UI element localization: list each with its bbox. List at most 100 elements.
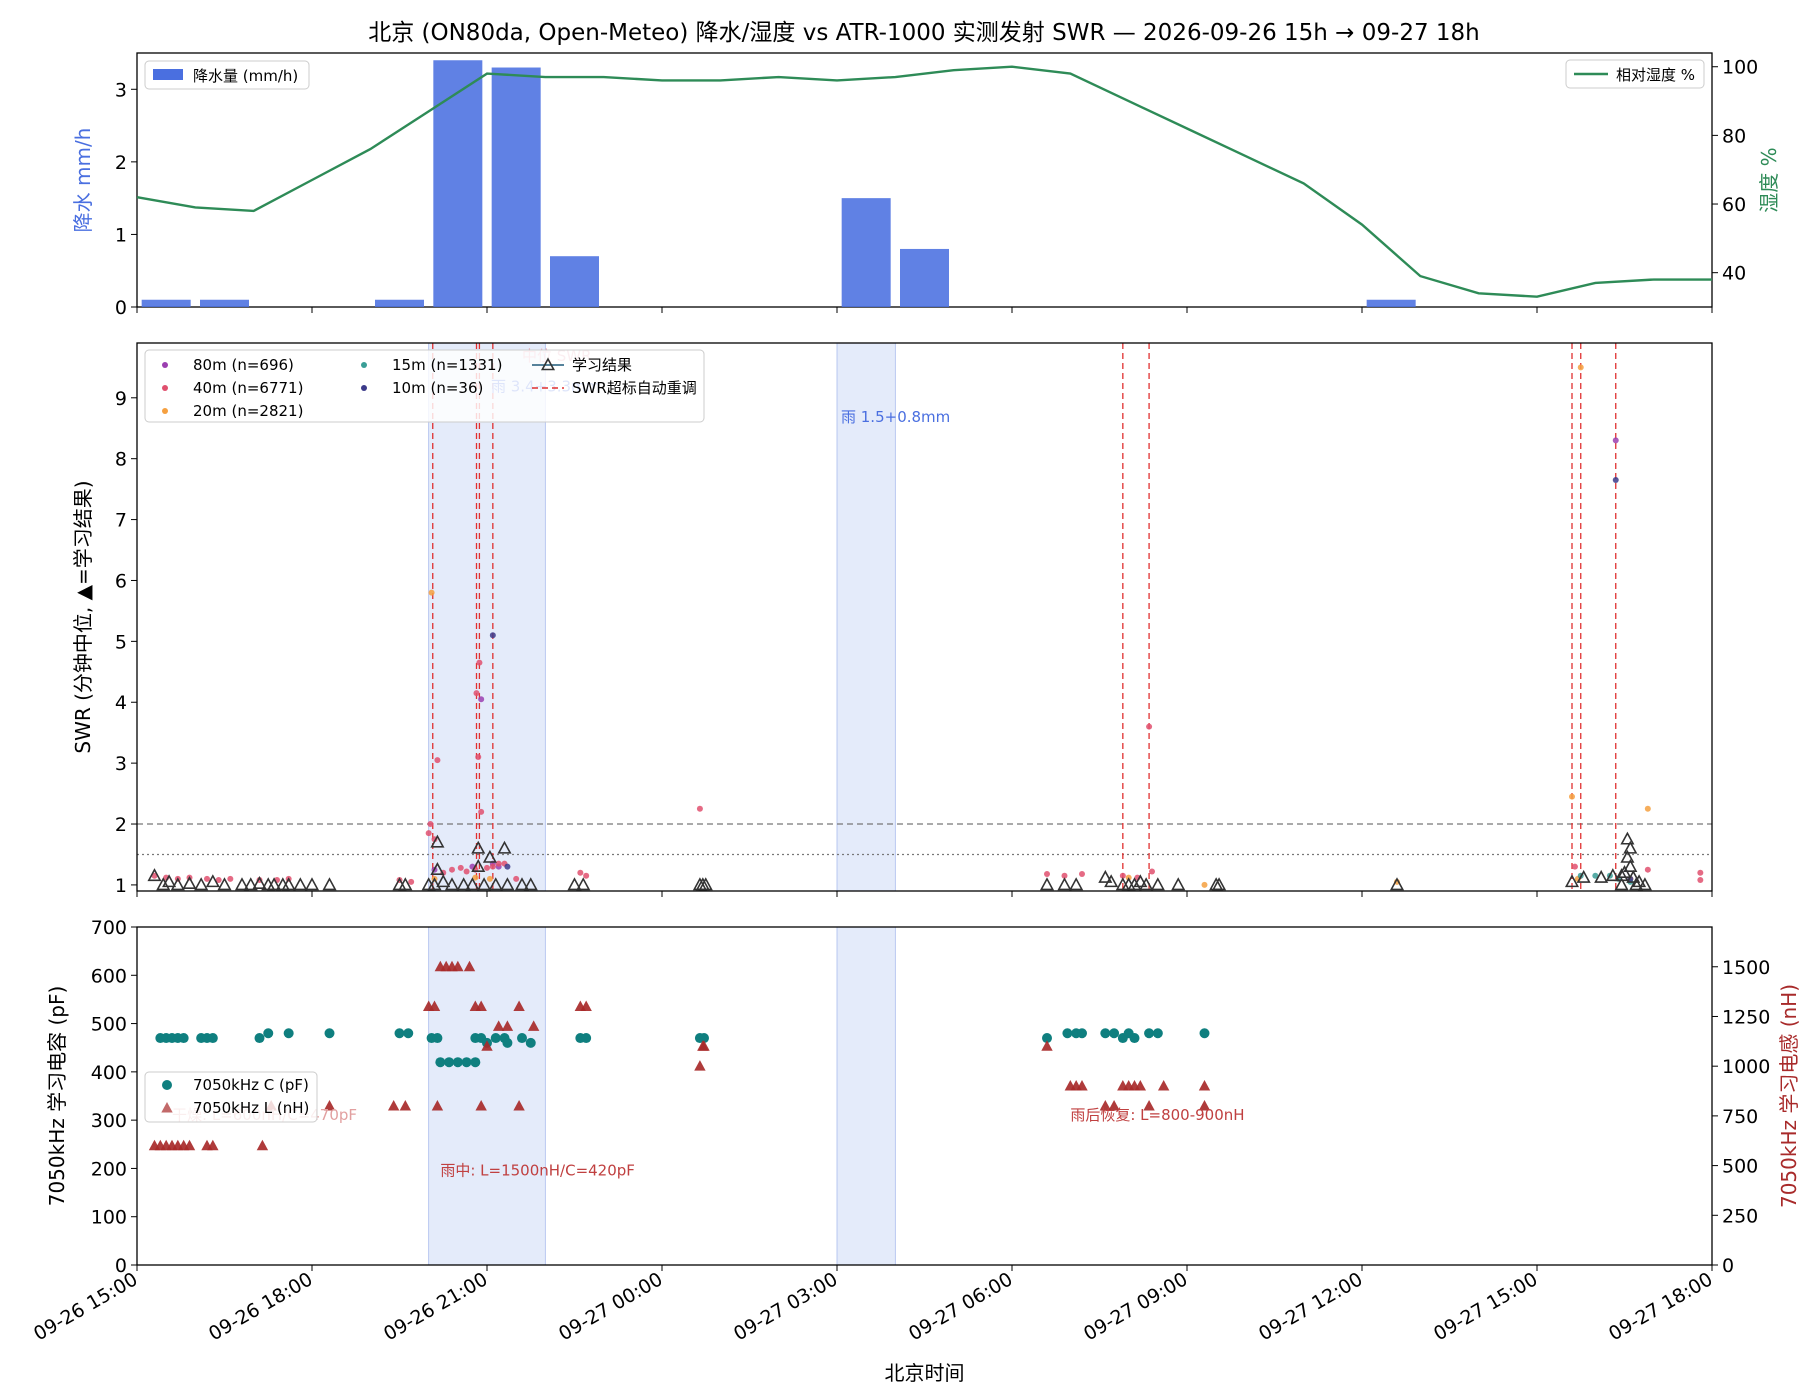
learn-result-marker xyxy=(1098,869,1113,883)
swr-legend-label: 学习结果 xyxy=(572,356,632,374)
capacitance-point xyxy=(517,1033,527,1044)
swr-point-40m xyxy=(204,875,210,882)
rain-period-shade xyxy=(836,926,896,1266)
swr-point-40m xyxy=(489,863,496,870)
swr-point-40m xyxy=(425,830,432,837)
capacitance-point xyxy=(470,1057,481,1068)
capacitance-point xyxy=(461,1057,472,1068)
learn-result-marker xyxy=(1171,877,1186,891)
swr-point-40m xyxy=(577,869,584,876)
axis-label: 降水 mm/h xyxy=(71,128,95,233)
swr-point-40m xyxy=(1149,868,1155,875)
capacitance-point xyxy=(1042,1033,1052,1044)
learn-result-marker xyxy=(156,877,171,891)
y-tick-label: 400 xyxy=(91,1062,127,1084)
swr-point-40m xyxy=(513,875,520,882)
swr-point-15m xyxy=(1592,872,1599,879)
precip-legend-label: 降水量 (mm/h) xyxy=(193,67,298,85)
swr-legend-label: SWR超标自动重调 xyxy=(572,379,697,397)
capacitance-point xyxy=(1199,1028,1210,1039)
precip-bar xyxy=(841,198,891,307)
precip-bar xyxy=(141,299,191,307)
y-tick-label: 2 xyxy=(115,152,127,174)
learn-result-marker xyxy=(427,877,442,891)
swr-point-40m xyxy=(457,864,464,871)
inductance-point xyxy=(323,1099,336,1111)
swr-point-80m xyxy=(1612,437,1619,444)
learn-result-marker xyxy=(147,868,162,882)
inductance-point xyxy=(527,1020,540,1031)
learn-result-marker xyxy=(217,877,232,891)
swr-point-40m xyxy=(1146,723,1153,730)
inductance-point xyxy=(1143,1099,1155,1111)
swr-point-40m xyxy=(495,860,502,867)
chart-title: 北京 (ON80da, Open-Meteo) 降水/湿度 vs ATR-100… xyxy=(368,20,1480,46)
y-tick-label: 600 xyxy=(91,965,127,987)
learn-result-marker xyxy=(243,877,258,891)
y-tick-label: 0 xyxy=(115,297,127,319)
precip-bar xyxy=(550,256,599,307)
learn-result-marker xyxy=(1632,874,1647,888)
precip-bar xyxy=(433,60,483,307)
learn-result-marker xyxy=(1626,869,1641,883)
swr-legend-swatch xyxy=(361,385,367,391)
learn-result-marker xyxy=(444,877,460,891)
y-tick-label: 6 xyxy=(115,570,127,592)
learn-result-marker xyxy=(488,877,503,891)
swr-point-20m xyxy=(1644,805,1651,812)
learn-result-marker xyxy=(1614,877,1629,891)
learn-result-marker xyxy=(1389,877,1405,891)
humidity-legend xyxy=(1565,59,1705,89)
y-tick-label: 1 xyxy=(115,224,127,246)
swr-legend-label: 40m (n=6771) xyxy=(193,379,303,397)
y-tick-label: 500 xyxy=(91,1014,127,1036)
learn-result-marker xyxy=(523,877,538,891)
learn-result-marker xyxy=(281,877,296,891)
precip-bar xyxy=(491,67,541,307)
learn-result-marker xyxy=(1623,858,1638,872)
x-tick-label: 09-26 15:00 xyxy=(30,1268,141,1345)
swr-legend-swatch xyxy=(162,385,168,391)
learn-result-marker xyxy=(514,877,530,891)
humidity-line xyxy=(136,65,1712,298)
y-tick-label: 0 xyxy=(115,1255,127,1277)
capacitance-point xyxy=(581,1033,592,1044)
axis-label: 湿度 % xyxy=(1757,147,1781,212)
y-tick-label: 500 xyxy=(1722,1156,1758,1178)
y-tick-label: 200 xyxy=(91,1158,127,1180)
capacitance-point xyxy=(502,1037,513,1048)
rain-period-shade xyxy=(428,342,546,892)
learn-result-marker xyxy=(1133,874,1148,888)
learn-result-marker xyxy=(1617,865,1632,879)
swr-point-10m xyxy=(1612,477,1619,483)
capacitance-point xyxy=(1100,1028,1111,1039)
learn-result-marker xyxy=(576,877,591,891)
learn-result-marker xyxy=(261,877,276,891)
swr-point-40m xyxy=(449,866,455,873)
y-tick-label: 60 xyxy=(1722,194,1746,216)
inductance-point xyxy=(1198,1099,1211,1111)
swr-point-40m xyxy=(1119,872,1126,879)
swr-point-40m xyxy=(227,875,234,882)
swr-point-40m xyxy=(484,864,490,871)
y-tick-label: 100 xyxy=(91,1207,127,1229)
rain-period-shade xyxy=(836,342,896,892)
learn-result-marker xyxy=(1620,831,1635,845)
y-tick-label: 3 xyxy=(115,753,127,775)
swr-point-40m xyxy=(1044,870,1050,877)
capacitance-point xyxy=(324,1028,335,1039)
y-tick-label: 7 xyxy=(115,510,127,532)
learn-result-marker xyxy=(1139,877,1154,891)
y-tick-label: 0 xyxy=(1722,1255,1734,1277)
swr-point-40m xyxy=(1571,863,1578,870)
tuner-legend-label: 7050kHz C (pF) xyxy=(193,1076,309,1094)
capacitance-point xyxy=(452,1057,463,1068)
y-tick-label: 1250 xyxy=(1722,1006,1770,1028)
precip-bar xyxy=(900,248,949,307)
swr-point-40m xyxy=(478,808,485,815)
y-tick-label: 750 xyxy=(1722,1106,1758,1128)
capacitance-point xyxy=(432,1033,443,1044)
learn-result-marker xyxy=(456,877,471,891)
swr-point-40m xyxy=(583,872,590,879)
time-axis: 09-26 15:00 09-26 18:00 09-26 21:00 09-27 0… xyxy=(30,1268,1716,1385)
